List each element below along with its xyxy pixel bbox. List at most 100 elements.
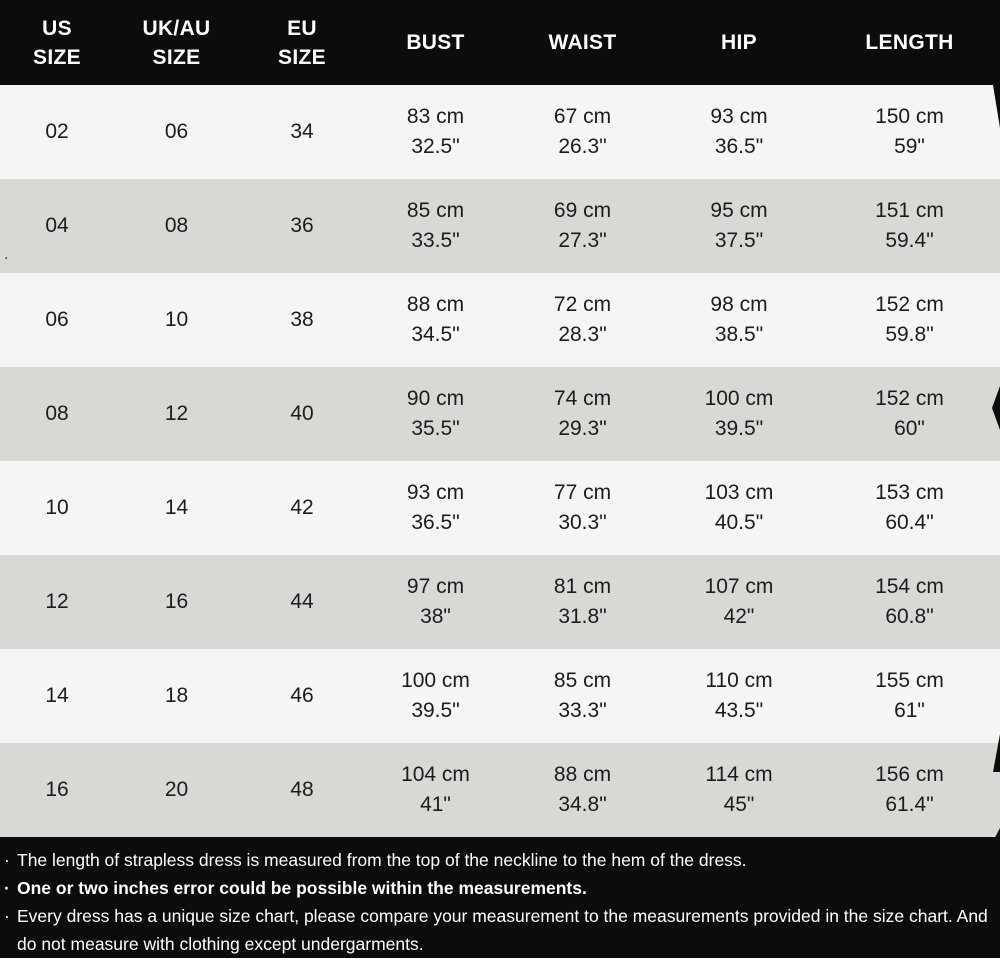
- cell-line: 46: [290, 684, 314, 707]
- cell-line: 40: [290, 402, 314, 425]
- cell-line: 39.5": [714, 417, 764, 440]
- table-cell: 08: [114, 179, 239, 273]
- cell-line: 88 cm: [553, 763, 612, 786]
- table-cell: 38: [239, 273, 365, 367]
- cell-line: 61": [894, 699, 925, 722]
- cell-line: 40.5": [714, 511, 764, 534]
- cell-line: 33.5": [411, 229, 460, 252]
- note: · One or two inches error could be possib…: [4, 874, 992, 902]
- cell-line: 60": [894, 417, 925, 440]
- table-cell: 153 cm 60.4": [819, 461, 1000, 555]
- cell-line: 95 cm: [710, 199, 768, 222]
- table-row: 10 14 42 93 cm 36.5" 77 cm 30.3" 103 cm 40.5" 153…: [0, 461, 1000, 555]
- cell-line: 32.5": [411, 135, 460, 158]
- column-header-line: SIZE: [278, 45, 326, 69]
- notes: · The length of strapless dress is measur…: [4, 846, 992, 958]
- cell-line: 60.4": [885, 511, 934, 534]
- cell-line: 151 cm: [875, 199, 944, 222]
- cell-line: 38.5": [714, 323, 764, 346]
- cell-line: 08: [45, 402, 69, 425]
- table-row: 02 06 34 83 cm 32.5" 67 cm 26.3" 93 cm 36.5" 150 …: [0, 85, 1000, 179]
- table-cell: 42: [239, 461, 365, 555]
- cell-line: 42": [723, 605, 755, 628]
- table-row: 12 16 44 97 cm 38" 81 cm 31.8" 107 cm 42" 154 cm 6…: [0, 555, 1000, 649]
- table-cell: 06: [114, 85, 239, 179]
- table-cell: 93 cm 36.5": [365, 461, 506, 555]
- table-row: 06 10 38 88 cm 34.5" 72 cm 28.3" 98 cm 38.5" 152 …: [0, 273, 1000, 367]
- table-cell: 08: [0, 367, 114, 461]
- table-cell: 18: [114, 649, 239, 743]
- table-cell: 06: [0, 273, 114, 367]
- table-cell: 72 cm 28.3": [506, 273, 659, 367]
- cell-line: 36.5": [411, 511, 460, 534]
- cell-line: 31.8": [558, 605, 607, 628]
- cell-line: 74 cm: [553, 387, 612, 410]
- table-cell: 36: [239, 179, 365, 273]
- column-header: US SIZE: [0, 0, 114, 85]
- table-cell: 156 cm 61.4": [819, 743, 1000, 837]
- cell-line: 34.8": [558, 793, 607, 816]
- cell-line: 33.3": [558, 699, 607, 722]
- header-row: US SIZE UK/AU SIZE EU SIZE BUST WAIST HIP LENGTH: [0, 0, 1000, 85]
- table-cell: 93 cm 36.5": [659, 85, 819, 179]
- column-header-line: HIP: [721, 31, 757, 54]
- cell-line: 10: [164, 308, 189, 331]
- cell-line: 59.8": [885, 323, 934, 346]
- note-bullet: ·: [4, 878, 10, 898]
- table-row: 16 20 48 104 cm 41" 88 cm 34.8" 114 cm 45" 156 cm…: [0, 743, 1000, 837]
- cell-line: 08: [164, 214, 189, 237]
- cell-line: 43.5": [714, 699, 764, 722]
- cell-line: 12: [45, 590, 69, 613]
- table-cell: 100 cm 39.5": [659, 367, 819, 461]
- table-cell: 20: [114, 743, 239, 837]
- table-cell: 90 cm 35.5": [365, 367, 506, 461]
- cell-line: 100 cm: [704, 387, 774, 410]
- column-header-line: WAIST: [548, 31, 617, 54]
- table-cell: 81 cm 31.8": [506, 555, 659, 649]
- cell-line: 155 cm: [875, 669, 944, 692]
- cell-line: 90 cm: [406, 387, 465, 410]
- table-cell: 10: [0, 461, 114, 555]
- table-cell: 103 cm 40.5": [659, 461, 819, 555]
- cell-line: 38": [420, 605, 451, 628]
- cell-line: 72 cm: [553, 293, 612, 316]
- table-cell: 85 cm 33.3": [506, 649, 659, 743]
- table-cell: 67 cm 26.3": [506, 85, 659, 179]
- note-text: One or two inches error could be possibl…: [17, 878, 587, 898]
- table-cell: 74 cm 29.3": [506, 367, 659, 461]
- cell-line: 83 cm: [406, 105, 465, 128]
- table-cell: 110 cm 43.5": [659, 649, 819, 743]
- cell-line: 14: [164, 496, 189, 519]
- cell-line: 29.3": [558, 417, 607, 440]
- table-cell: 154 cm 60.8": [819, 555, 1000, 649]
- cell-line: 110 cm: [705, 669, 773, 692]
- cell-line: 34.5": [411, 323, 460, 346]
- table-cell: 88 cm 34.8": [506, 743, 659, 837]
- note-text: The length of strapless dress is measure…: [17, 850, 747, 870]
- cell-line: 154 cm: [875, 575, 944, 598]
- cell-line: 20: [164, 778, 189, 801]
- column-header-line: SIZE: [33, 45, 81, 69]
- column-header-line: US: [42, 16, 72, 40]
- cell-line: 114 cm: [705, 763, 773, 786]
- table-cell: 46: [239, 649, 365, 743]
- cell-line: 42: [290, 496, 314, 519]
- cell-line: 103 cm: [704, 481, 774, 504]
- note-bullet: ·: [4, 850, 10, 870]
- column-header-line: EU: [287, 16, 317, 40]
- cell-line: 27.3": [558, 229, 607, 252]
- cell-line: 38: [290, 308, 314, 331]
- cell-line: 34: [290, 120, 314, 143]
- table-cell: 152 cm 59.8": [819, 273, 1000, 367]
- cell-line: 153 cm: [875, 481, 944, 504]
- size-chart-table: US SIZE UK/AU SIZE EU SIZE BUST WAIST HIP LENGTH …: [0, 0, 1000, 837]
- cell-line: 85 cm: [406, 199, 465, 222]
- table-header: US SIZE UK/AU SIZE EU SIZE BUST WAIST HIP LENGTH: [0, 0, 1000, 85]
- table-cell: 12: [114, 367, 239, 461]
- column-header: WAIST: [506, 0, 659, 85]
- cell-line: 41": [420, 793, 451, 816]
- cell-line: 77 cm: [553, 481, 612, 504]
- table-cell: 04: [0, 179, 114, 273]
- cell-line: 44: [290, 590, 314, 613]
- note-text: Every dress has a unique size chart, ple…: [17, 906, 988, 954]
